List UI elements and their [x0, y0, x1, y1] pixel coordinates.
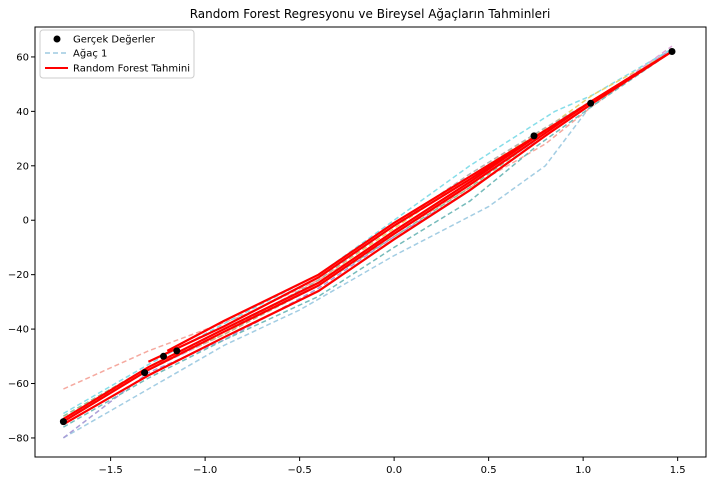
true-value-point: [59, 418, 67, 426]
y-tick-label: 20: [16, 161, 29, 172]
legend-label-tree-1: Ağaç 1: [73, 48, 107, 60]
legend-label-true-values: Gerçek Değerler: [73, 34, 156, 46]
x-tick-label: 1.0: [575, 465, 591, 476]
y-tick-label: 40: [16, 107, 29, 118]
y-tick-label: 60: [16, 52, 29, 63]
x-tick-label: 0.0: [386, 465, 402, 476]
y-tick-label: −40: [8, 325, 29, 336]
x-tick-label: −0.5: [287, 465, 311, 476]
plot-area: [59, 45, 676, 439]
x-tick-label: 1.5: [670, 465, 686, 476]
x-tick-label: 0.5: [481, 465, 497, 476]
forest-line-5: [166, 129, 546, 352]
forest-predictions: [62, 50, 673, 426]
legend: Gerçek Değerler Ağaç 1 Random Forest Tah…: [39, 29, 195, 79]
y-tick-label: −80: [8, 433, 29, 444]
true-value-point: [587, 99, 595, 107]
tree-9-line: [63, 50, 673, 428]
true-value-point: [141, 369, 149, 377]
true-value-point: [530, 132, 538, 140]
x-tick-label: −1.0: [193, 465, 217, 476]
x-axis: −1.5 −1.0 −0.5 0.0 0.5 1.0 1.5: [98, 457, 686, 476]
forest-line-3: [62, 50, 673, 420]
true-values: [59, 48, 676, 426]
tree-1-line: [63, 48, 673, 439]
y-axis: −80 −60 −40 −20 0 20 40 60: [8, 52, 35, 444]
axes-frame: [34, 26, 707, 458]
true-value-point: [173, 347, 181, 355]
legend-box: [39, 29, 195, 79]
y-tick-label: 0: [23, 216, 29, 227]
x-tick-label: −1.5: [98, 465, 122, 476]
forest-line-4: [147, 129, 546, 363]
y-tick-label: −60: [8, 379, 29, 390]
true-value-point: [668, 48, 676, 55]
chart-title: Random Forest Regresyonu ve Bireysel Ağa…: [190, 7, 551, 21]
y-tick-label: −20: [8, 270, 29, 281]
forest-line-1: [62, 50, 673, 426]
true-value-point: [160, 352, 167, 360]
legend-label-forest: Random Forest Tahmini: [73, 64, 190, 75]
legend-marker-true-values: [53, 35, 61, 43]
